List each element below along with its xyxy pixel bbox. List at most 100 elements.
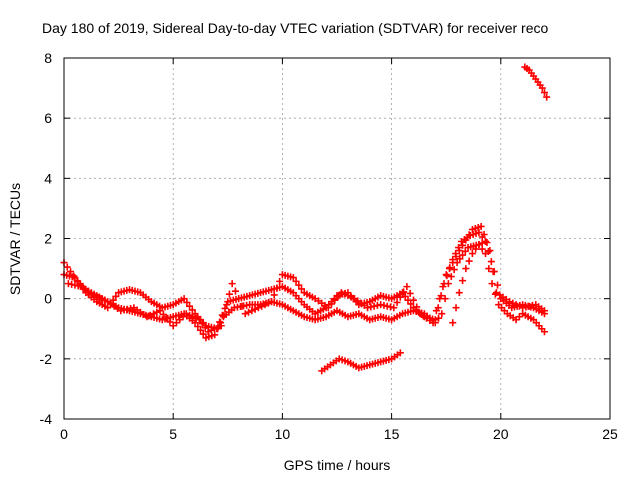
data-point-fill	[112, 292, 120, 300]
x-tick-label: 25	[602, 426, 618, 442]
data-point-fill	[127, 304, 135, 312]
data-point-fill	[258, 302, 266, 310]
data-point-fill	[220, 311, 228, 319]
y-tick-label: 8	[44, 50, 52, 66]
data-point-fill	[265, 286, 273, 294]
data-point-fill	[465, 231, 473, 239]
data-point-fill	[385, 356, 393, 364]
data-point-fill	[459, 241, 467, 249]
data-point-fill	[536, 81, 544, 89]
data-point-fill	[166, 301, 174, 309]
data-point-fill	[264, 299, 272, 307]
data-point-fill	[243, 292, 251, 300]
data-point-fill	[435, 314, 443, 322]
data-point	[195, 316, 203, 324]
data-point-fill	[251, 305, 259, 313]
data-point-fill	[523, 65, 531, 73]
data-point-fill	[114, 304, 122, 312]
data-point-fill	[201, 324, 209, 332]
data-point-fill	[97, 295, 105, 303]
data-point-fill	[287, 273, 295, 281]
data-point-fill	[445, 265, 453, 273]
data-point-fill	[528, 301, 536, 309]
data-point	[204, 328, 212, 336]
data-point-fill	[538, 305, 546, 313]
data-point-fill	[387, 303, 395, 311]
data-point-fill	[409, 296, 417, 304]
data-point-fill	[456, 255, 464, 263]
data-point-fill	[287, 305, 295, 313]
data-point-fill	[341, 357, 349, 365]
x-tick-label: 0	[60, 426, 68, 442]
data-point	[468, 250, 476, 258]
data-point-fill	[331, 296, 339, 304]
data-point-fill	[245, 308, 253, 316]
data-point-fill	[163, 314, 171, 322]
data-point-fill	[153, 308, 161, 316]
data-point-fill	[150, 310, 158, 318]
data-point-fill	[100, 296, 108, 304]
data-point	[475, 241, 483, 249]
data-point-fill	[515, 302, 523, 310]
data-point-fill	[235, 295, 243, 303]
data-point-fill	[298, 311, 306, 319]
data-point-fill	[197, 326, 204, 334]
data-point-fill	[515, 313, 523, 321]
data-point-fill	[177, 296, 185, 304]
data-point	[403, 283, 411, 291]
data-point-fill	[462, 236, 470, 244]
data-point-fill	[532, 75, 540, 83]
data-point	[543, 93, 551, 101]
data-point-fill	[452, 253, 460, 261]
data-point-fill	[134, 288, 142, 296]
x-tick-label: 15	[384, 426, 400, 442]
data-point-fill	[413, 303, 421, 311]
data-point-fill	[494, 281, 502, 289]
data-point-fill	[221, 304, 229, 312]
data-point-fill	[360, 301, 368, 309]
data-point-fill	[248, 307, 256, 315]
data-point-fill	[452, 304, 460, 312]
data-point-fill	[374, 359, 382, 367]
data-point-fill	[74, 282, 82, 290]
data-point-fill	[436, 295, 444, 303]
axis-ticks: 0 5 10 15 20 25 -4 -2 0 2 4 6 8	[40, 50, 618, 442]
data-point-fill	[228, 306, 236, 314]
data-point-fill	[94, 293, 102, 301]
data-point-fill	[231, 287, 239, 295]
data-point-fill	[276, 300, 284, 308]
data-point-fill	[472, 245, 480, 253]
data-point-fill	[527, 69, 535, 77]
x-tick-label: 5	[169, 426, 177, 442]
data-point-fill	[509, 299, 517, 307]
data-point-fill	[512, 301, 520, 309]
data-point-fill	[276, 277, 284, 285]
data-point-fill	[459, 251, 467, 259]
data-point-fill	[540, 89, 548, 97]
data-point-fill	[238, 302, 246, 310]
data-point-fill	[407, 300, 415, 308]
data-point-fill	[400, 288, 408, 296]
data-point-fill	[328, 300, 336, 308]
data-point-fill	[270, 291, 278, 299]
data-point	[438, 310, 446, 318]
data-point-fill	[308, 293, 316, 301]
data-point-fill	[341, 290, 349, 298]
data-point-fill	[254, 289, 262, 297]
data-point-fill	[68, 273, 76, 281]
data-point-fill	[484, 248, 492, 256]
data-point	[482, 238, 490, 246]
y-tick-label: 4	[44, 170, 52, 186]
data-point-fill	[146, 311, 154, 319]
y-tick-label: 6	[44, 110, 52, 126]
data-point	[455, 247, 463, 255]
data-point-fill	[192, 314, 200, 322]
data-point-fill	[489, 268, 497, 276]
data-point-fill	[373, 301, 381, 309]
data-point-fill	[449, 259, 457, 267]
data-point-fill	[198, 320, 206, 328]
data-point-fill	[179, 313, 187, 321]
data-point-fill	[321, 301, 329, 309]
x-tick-label: 10	[275, 426, 291, 442]
